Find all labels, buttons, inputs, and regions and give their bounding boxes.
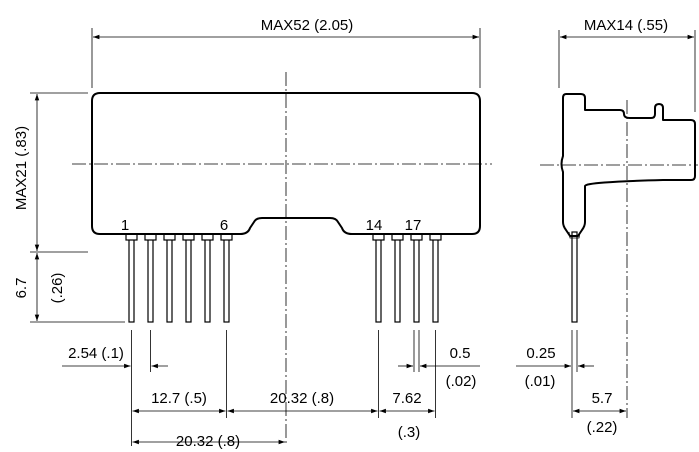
lead-4	[185, 233, 192, 323]
lead-16	[413, 233, 420, 323]
span-c-label: 20.32 (.8)	[176, 433, 240, 450]
side-body-outline	[560, 93, 696, 237]
lead-6	[223, 233, 230, 323]
lead-offset-in-label: (.22)	[587, 419, 618, 436]
lead-5	[204, 233, 211, 323]
side-lead	[571, 231, 578, 323]
lead-width-in-label: (.02)	[446, 373, 477, 390]
span-a-label: 12.7 (.5)	[151, 390, 207, 407]
lead-2	[147, 233, 154, 323]
front-leads	[128, 233, 439, 323]
width-label: MAX52 (2.05)	[261, 17, 354, 34]
lead-length-in-label: (.26)	[49, 273, 66, 304]
span-b-label: 20.32 (.8)	[270, 390, 334, 407]
lead-offset-mm-label: 5.7	[592, 390, 613, 407]
lead-14	[375, 233, 382, 323]
lead-17	[432, 233, 439, 323]
lead-length-mm-label: 6.7	[13, 278, 30, 299]
front-view: 1 6 14 17 MAX52 (2.05) MAX21 (.83) 6.7 (…	[13, 17, 492, 450]
lead-thickness-in-label: (.01)	[525, 373, 556, 390]
pitch-label: 2.54 (.1)	[68, 345, 124, 362]
pin-label-6: 6	[220, 217, 228, 234]
lead-15	[394, 233, 401, 323]
height-label: MAX21 (.83)	[13, 126, 30, 210]
lead-1	[128, 233, 135, 323]
span-d-mm-label: 7.62	[392, 390, 421, 407]
pin-label-1: 1	[121, 217, 129, 234]
package-body-outline	[91, 92, 481, 235]
lead-width-mm-label: 0.5	[450, 345, 471, 362]
lead-3	[166, 233, 173, 323]
lead-thickness-mm-label: 0.25	[526, 345, 555, 362]
span-d-in-label: (.3)	[398, 424, 421, 441]
pin-label-17: 17	[405, 217, 422, 234]
pin-label-14: 14	[366, 217, 383, 234]
depth-label: MAX14 (.55)	[584, 17, 668, 34]
side-view: MAX14 (.55) 0.25 (.01) 5.7 (.22)	[516, 17, 698, 436]
